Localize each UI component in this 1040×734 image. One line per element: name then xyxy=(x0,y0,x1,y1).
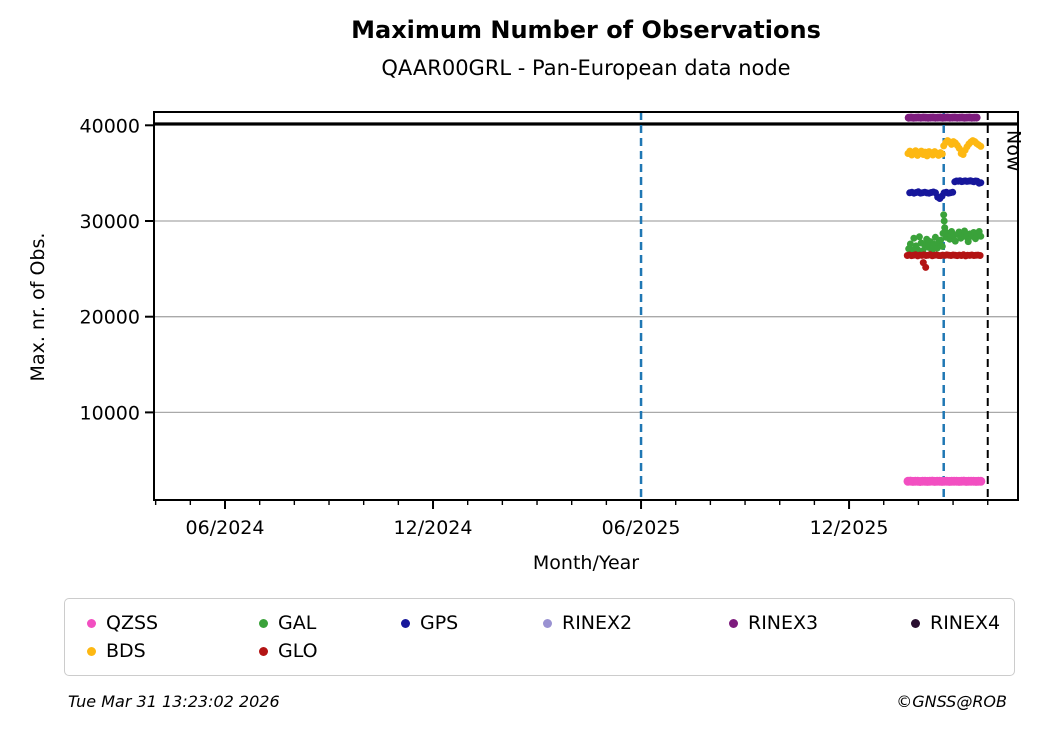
x-tick-label-06-2024: 06/2024 xyxy=(186,517,265,539)
gps-point xyxy=(977,179,985,187)
legend-marker-icon xyxy=(543,618,552,628)
series-glo xyxy=(903,251,984,271)
x-tick-label-12-2024: 12/2024 xyxy=(394,517,473,539)
legend-item-glo: GLO xyxy=(259,640,401,662)
legend-item-gal: GAL xyxy=(259,612,401,634)
chart-canvas: 06/2024 12/2024 06/2025 12/2025 10000 20000 30… xyxy=(80,111,1025,539)
gps-point xyxy=(949,188,957,196)
series-gps xyxy=(906,177,985,202)
legend-item-qzss: QZSS xyxy=(87,612,259,634)
legend-marker-icon xyxy=(87,646,96,656)
gal-point xyxy=(977,232,985,240)
legend-label: RINEX4 xyxy=(930,612,1001,634)
y-tick-label-30000: 30000 xyxy=(80,211,140,233)
gal-point xyxy=(931,233,939,241)
now-label: Now xyxy=(1003,130,1025,171)
legend-label: RINEX3 xyxy=(748,612,819,634)
gal-point xyxy=(940,211,948,219)
x-tick-label-06-2025: 06/2025 xyxy=(602,517,681,539)
glo-point xyxy=(922,263,930,271)
gal-point xyxy=(906,240,914,248)
legend-item-rinex2: RINEX2 xyxy=(543,612,729,634)
legend-item-rinex4: RINEX4 xyxy=(911,612,1014,634)
legend-marker-icon xyxy=(729,618,738,628)
legend-marker-icon xyxy=(911,618,920,628)
series-rinex3 xyxy=(904,113,981,122)
series-bds xyxy=(904,137,985,160)
gal-point xyxy=(951,237,959,245)
y-tick-label-10000: 10000 xyxy=(80,402,140,424)
gal-point xyxy=(938,242,946,250)
gal-point xyxy=(961,227,968,235)
glo-point xyxy=(976,252,984,259)
chart-legend: QZSS GAL GPS RINEX2 RINEX3 RINEX4 BDS GL… xyxy=(64,598,1015,676)
legend-label: GAL xyxy=(278,612,317,634)
legend-item-gps: GPS xyxy=(401,612,543,634)
series-qzss xyxy=(903,476,986,486)
x-axis-label: Month/Year xyxy=(532,552,640,574)
legend-marker-icon xyxy=(259,618,268,628)
bds-point xyxy=(938,150,946,158)
bds-point xyxy=(977,142,985,150)
gal-point xyxy=(940,217,948,225)
gal-point xyxy=(910,234,918,242)
rinex3-point xyxy=(972,113,981,122)
gal-point xyxy=(915,233,923,241)
x-tick-label-12-2025: 12/2025 xyxy=(810,517,889,539)
legend-item-rinex3: RINEX3 xyxy=(729,612,911,634)
legend-marker-icon xyxy=(87,618,96,628)
chart-subtitle: QAAR00GRL - Pan-European data node xyxy=(381,56,791,80)
y-tick-label-20000: 20000 xyxy=(80,307,140,329)
legend-label: GPS xyxy=(420,612,459,634)
legend-label: BDS xyxy=(106,640,146,662)
legend-label: GLO xyxy=(278,640,318,662)
legend-marker-icon xyxy=(401,618,410,628)
copyright-credit: ©GNSS@ROB xyxy=(896,692,1007,711)
legend-label: QZSS xyxy=(106,612,159,634)
y-axis-label: Max. nr. of Obs. xyxy=(27,232,49,382)
legend-marker-icon xyxy=(259,646,268,656)
series-gal xyxy=(905,211,985,255)
plot-timestamp: Tue Mar 31 13:23:02 2026 xyxy=(68,692,280,711)
y-tick-label-40000: 40000 xyxy=(80,115,140,137)
legend-item-bds: BDS xyxy=(87,640,259,662)
chart-title: Maximum Number of Observations xyxy=(351,16,821,44)
gal-point xyxy=(937,236,945,244)
gal-point xyxy=(964,238,972,246)
legend-label: RINEX2 xyxy=(562,612,633,634)
axes-frame xyxy=(153,111,1019,501)
qzss-point xyxy=(976,476,986,486)
